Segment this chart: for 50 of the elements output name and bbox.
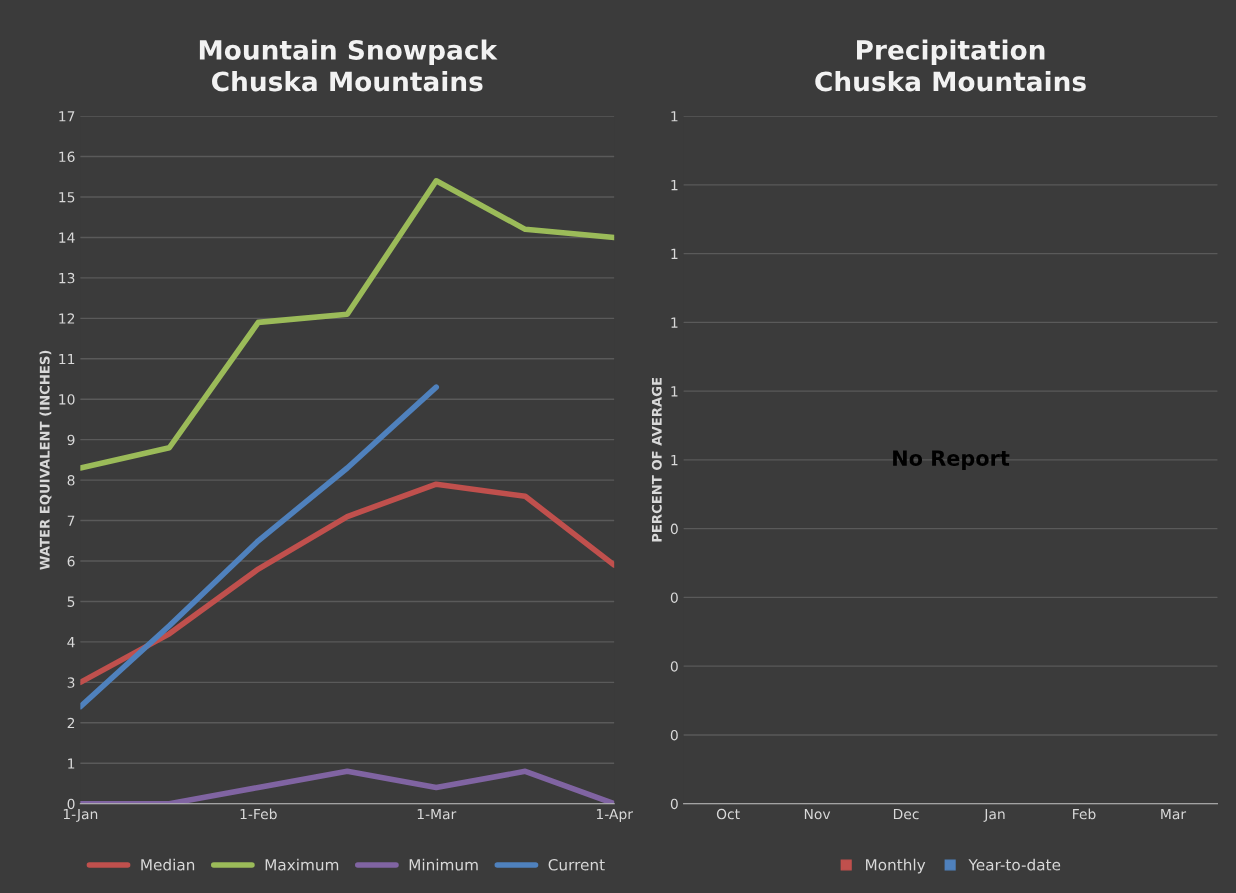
y-tick-label: 11 [59, 353, 75, 365]
x-tick-label: 1-Feb [240, 808, 277, 820]
y-tick-label: 16 [59, 151, 75, 163]
annotation: No Report [893, 450, 1010, 470]
y-axis-title: PERCENT OF AVERAGE [651, 377, 662, 542]
y-tick-label: 0 [670, 661, 678, 672]
x-tick-label: Oct [716, 808, 740, 820]
chart-title: Mountain Snowpack Chuska Mountains [199, 39, 498, 92]
y-tick-label: 1 [671, 386, 678, 397]
y-tick-label: 5 [67, 596, 75, 607]
y-tick-label: 0 [67, 798, 75, 810]
x-tick-label: 1-Apr [596, 808, 633, 822]
y-tick-label: 3 [67, 677, 75, 688]
y-tick-label: 8 [67, 475, 75, 486]
y-tick-label: 4 [67, 637, 75, 648]
y-tick-label: 1 [671, 111, 678, 122]
x-tick-label: Nov [804, 808, 831, 820]
y-tick-label: 13 [59, 272, 75, 284]
y-tick-label: 17 [59, 111, 75, 122]
y-tick-label: 1 [68, 758, 75, 769]
x-tick-label: 1-Mar [417, 808, 457, 820]
chart-title: Precipitation Chuska Mountains [815, 39, 1086, 92]
y-tick-label: 9 [67, 434, 75, 446]
y-tick-label: 0 [670, 523, 678, 535]
y-tick-label: 1 [671, 455, 678, 466]
legend-label: Maximum [265, 858, 339, 871]
y-tick-label: 2 [67, 717, 75, 729]
legend-label: Minimum [409, 858, 478, 871]
y-tick-label: 1 [671, 180, 678, 191]
y-tick-label: 7 [67, 515, 75, 526]
y-tick-label: 0 [670, 798, 678, 810]
y-tick-label: 10 [59, 394, 75, 405]
y-tick-label: 15 [59, 192, 75, 203]
legend-label: Current [548, 858, 605, 871]
y-axis-title: WATER EQUIVALENT (INCHES) [39, 350, 52, 570]
y-tick-label: 14 [59, 232, 75, 243]
y-tick-label: 1 [671, 317, 678, 328]
y-tick-label: 0 [670, 729, 678, 741]
x-tick-label: Jan [983, 808, 1005, 822]
x-tick-label: Mar [1161, 808, 1187, 820]
y-tick-label: 0 [670, 592, 678, 603]
y-tick-label: 12 [59, 313, 75, 324]
x-tick-label: Feb [1073, 808, 1096, 820]
y-tick-label: 1 [671, 248, 678, 259]
legend-label: Monthly [866, 858, 926, 874]
legend-label: Year-to-date [968, 858, 1061, 871]
legend-label: Median [141, 858, 195, 871]
x-tick-label: 1-Jan [63, 808, 98, 822]
y-tick-label: 6 [67, 555, 75, 567]
x-tick-label: Dec [893, 808, 919, 820]
